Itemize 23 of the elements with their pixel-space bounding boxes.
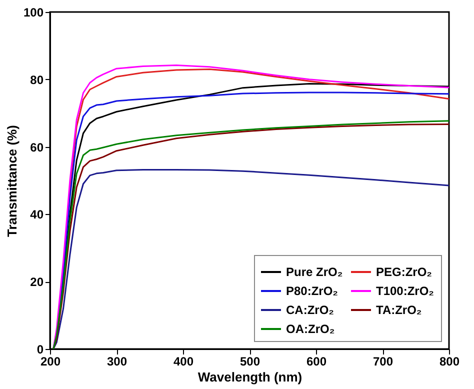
legend-label: P80:ZrO₂ — [286, 284, 338, 298]
x-tick-label: 400 — [173, 354, 194, 368]
legend-label: CA:ZrO₂ — [286, 303, 334, 317]
x-tick-label: 600 — [306, 354, 327, 368]
x-tick-label: 800 — [439, 354, 460, 368]
line-series — [52, 168, 449, 349]
y-tick-label: 100 — [23, 6, 44, 20]
y-axis-title: Transmittance (%) — [4, 125, 20, 237]
y-tick-label: 20 — [30, 275, 44, 290]
legend-label: TA:ZrO₂ — [376, 303, 422, 317]
x-axis-title: Wavelength (nm) — [198, 370, 302, 384]
legend-label: T100:ZrO₂ — [376, 284, 434, 298]
x-tick-label: 500 — [240, 354, 260, 368]
y-tick-label: 80 — [30, 72, 44, 87]
y-tick-label: 0 — [36, 342, 44, 356]
y-tick-label: 40 — [30, 208, 44, 222]
x-tick-label: 700 — [372, 354, 394, 368]
legend-label: Pure ZrO₂ — [286, 265, 343, 279]
x-tick-label: 300 — [106, 354, 128, 368]
y-tick-label: 60 — [30, 140, 44, 154]
legend-label: OA:ZrO₂ — [286, 322, 335, 336]
legend-label: PEG:ZrO₂ — [376, 265, 432, 279]
x-tick-label: 200 — [40, 354, 61, 368]
